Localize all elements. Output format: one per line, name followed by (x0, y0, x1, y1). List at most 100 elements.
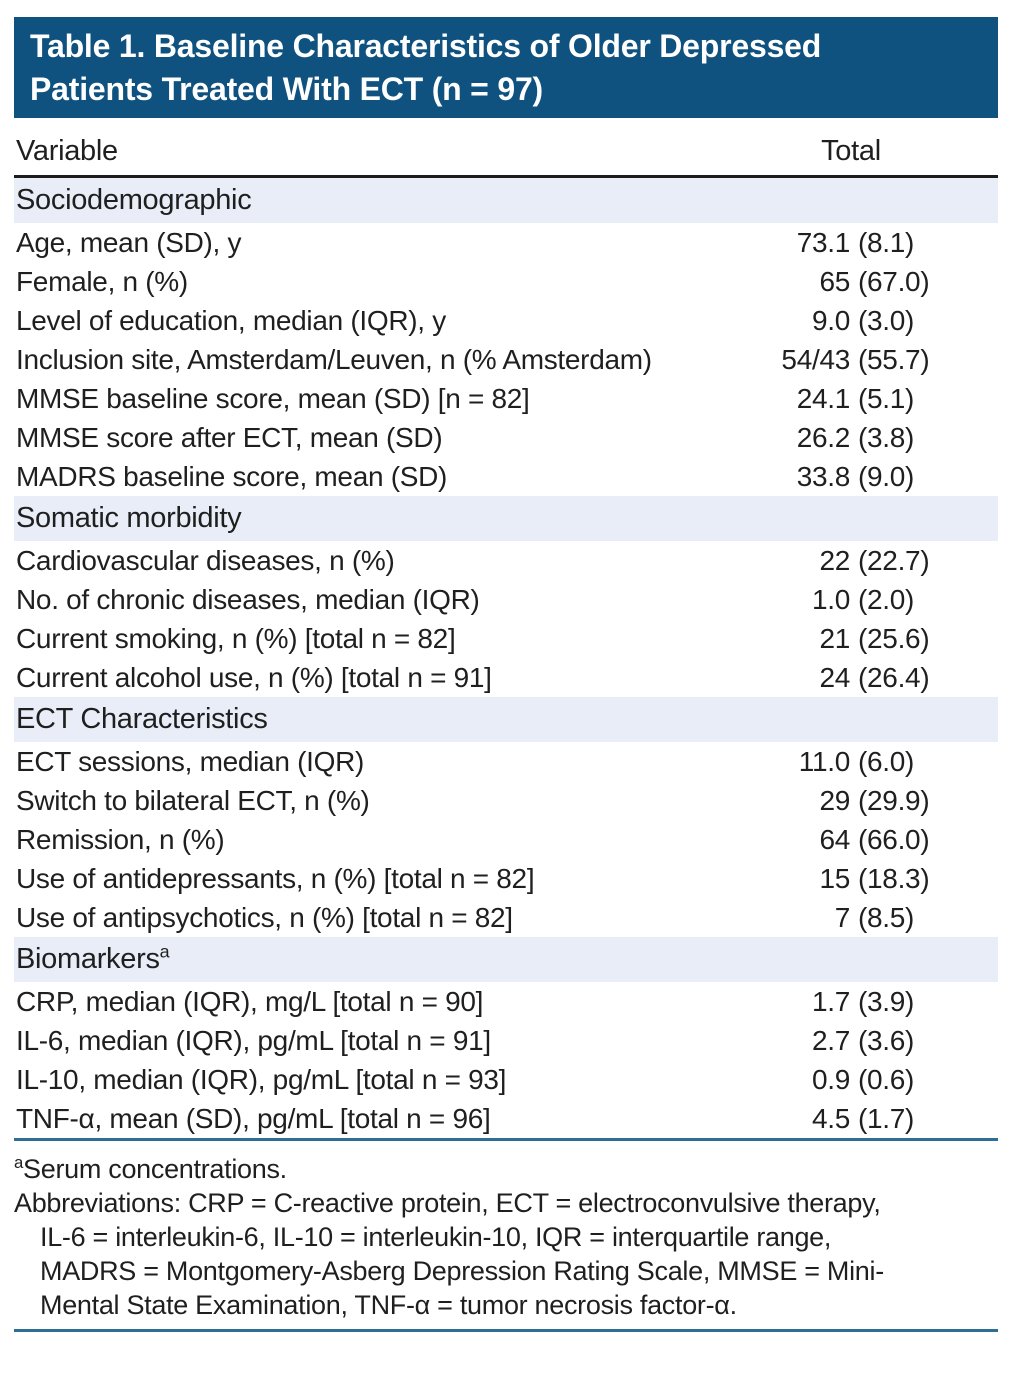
row-value-paren: (1.7) (858, 1102, 915, 1134)
row-value-paren: (66.0) (858, 823, 930, 855)
row-value-paren: (6.0) (858, 745, 915, 777)
column-header-row: Variable Total (14, 118, 998, 178)
table-title-line-1: Table 1. Baseline Characteristics of Old… (30, 28, 822, 64)
row-value-paren: (67.0) (858, 265, 930, 297)
row-value-number: 73.1 (796, 226, 851, 258)
row-value-paren: (3.9) (858, 985, 915, 1017)
table-row: Remission, n (%) 64 (66.0) (14, 820, 998, 859)
row-label: CRP, median (IQR), mg/L [total n = 90] (16, 985, 484, 1017)
row-label: Remission, n (%) (16, 823, 225, 855)
section-header-sociodemographic: Sociodemographic (14, 178, 998, 223)
section-header-ect-characteristics: ECT Characteristics (14, 697, 998, 742)
row-label: Inclusion site, Amsterdam/Leuven, n (% A… (16, 343, 652, 375)
footnote-serum: aSerum concentrations. (14, 1152, 998, 1186)
row-label: Current alcohol use, n (%) [total n = 91… (16, 661, 492, 693)
row-label: No. of chronic diseases, median (IQR) (16, 583, 480, 615)
column-header-variable: Variable (16, 135, 118, 167)
page-bottom-rule (14, 1329, 998, 1332)
section-footnote-marker: a (159, 941, 170, 962)
table-title-line-2: Patients Treated With ECT (n = 97) (30, 71, 544, 107)
row-value-paren: (25.6) (858, 622, 930, 654)
section-header-biomarkers: Biomarkersa (14, 937, 998, 982)
row-label: Current smoking, n (%) [total n = 82] (16, 622, 456, 654)
table-row: Switch to bilateral ECT, n (%) 29 (29.9) (14, 781, 998, 820)
table-row: CRP, median (IQR), mg/L [total n = 90] 1.… (14, 982, 998, 1021)
table-row: Current smoking, n (%) [total n = 82] 21(… (14, 619, 998, 658)
row-value-number: 15 (819, 862, 850, 894)
footnote-serum-marker: a (14, 1153, 24, 1172)
row-label: IL-6, median (IQR), pg/mL [total n = 91] (16, 1024, 491, 1056)
row-value-paren: (22.7) (858, 544, 930, 576)
row-label: Age, mean (SD), y (16, 226, 242, 258)
row-value-number: 64 (819, 823, 850, 855)
row-label: Use of antidepressants, n (%) [total n =… (16, 862, 535, 894)
row-label: MMSE score after ECT, mean (SD) (16, 421, 443, 453)
row-value-paren: (8.5) (858, 901, 915, 933)
row-value-number: 24 (819, 661, 850, 693)
row-label: Level of education, median (IQR), y (16, 304, 446, 336)
row-label: ECT sessions, median (IQR) (16, 745, 365, 777)
table-title-bar: Table 1. Baseline Characteristics of Old… (14, 17, 998, 118)
footnote-abbreviations: Abbreviations: CRP = C-reactive protein,… (14, 1186, 998, 1322)
abbreviation-line: MADRS = Montgomery-Asberg Depression Rat… (40, 1256, 884, 1286)
row-label: Switch to bilateral ECT, n (%) (16, 784, 370, 816)
row-value-number: 1.0 (811, 583, 850, 615)
table-row: Use of antidepressants, n (%) [total n =… (14, 859, 998, 898)
row-value-paren: (26.4) (858, 661, 930, 693)
row-value-paren: (55.7) (858, 343, 930, 375)
row-value-paren: (0.6) (858, 1063, 915, 1095)
table-row: ECT sessions, median (IQR) 11.0 (6.0) (14, 742, 998, 781)
section-label: ECT Characteristics (16, 703, 268, 735)
row-value-number: 4.5 (811, 1102, 850, 1134)
row-value-paren: (9.0) (858, 460, 915, 492)
footnote-serum-text: Serum concentrations. (23, 1154, 287, 1184)
row-label: IL-10, median (IQR), pg/mL [total n = 93… (16, 1063, 507, 1095)
row-value-paren: (5.1) (858, 382, 915, 414)
row-value-number: 29 (819, 784, 850, 816)
table-row: Female, n (%) 65 (67.0) (14, 262, 998, 301)
table-row: Age, mean (SD), y 73.1 (8.1) (14, 223, 998, 262)
section-header-somatic-morbidity: Somatic morbidity (14, 496, 998, 541)
row-value-paren: (3.8) (858, 421, 915, 453)
row-value-number: 65 (819, 265, 850, 297)
column-header-total: Total (821, 135, 881, 167)
row-value-paren: (3.0) (858, 304, 915, 336)
table-figure: Table 1. Baseline Characteristics of Old… (14, 17, 998, 1332)
abbreviation-line: IL-6 = interleukin-6, IL-10 = interleuki… (40, 1222, 832, 1252)
row-value-number: 1.7 (811, 985, 850, 1017)
abbreviation-line: Mental State Examination, TNF-α = tumor … (40, 1290, 737, 1320)
table-row: MADRS baseline score, mean (SD) 33.8 (9.0) (14, 457, 998, 496)
table-row: MMSE baseline score, mean (SD) [n = 82] 2… (14, 379, 998, 418)
section-label: Sociodemographic (16, 184, 252, 216)
section-label: Somatic morbidity (16, 502, 242, 534)
table-row: No. of chronic diseases, median (IQR) 1.0… (14, 580, 998, 619)
row-value-number: 11.0 (798, 745, 851, 777)
row-value-number: 21 (819, 622, 850, 654)
table-row: Inclusion site, Amsterdam/Leuven, n (% A… (14, 340, 998, 379)
row-value-paren: (29.9) (858, 784, 930, 816)
row-value-number: 22 (819, 544, 850, 576)
row-label: MADRS baseline score, mean (SD) (16, 460, 448, 492)
row-value-number: 26.2 (796, 421, 851, 453)
table-row: Level of education, median (IQR), y 9.0 (3… (14, 301, 998, 340)
row-value-number: 2.7 (811, 1024, 850, 1056)
row-label: TNF-α, mean (SD), pg/mL [total n = 96] (16, 1102, 491, 1134)
row-value-number: 7 (834, 901, 851, 933)
row-value-number: 33.8 (796, 460, 851, 492)
row-value-paren: (18.3) (858, 862, 930, 894)
section-label: Biomarkersa (16, 941, 170, 975)
row-value-number: 24.1 (796, 382, 851, 414)
table-row: IL-10, median (IQR), pg/mL [total n = 93… (14, 1060, 998, 1099)
table-row: Use of antipsychotics, n (%) [total n = … (14, 898, 998, 937)
table-body: Sociodemographic Age, mean (SD), y 73.1 (8.… (14, 178, 998, 1138)
row-value-paren: (3.6) (858, 1024, 915, 1056)
row-label: Cardiovascular diseases, n (%) (16, 544, 395, 576)
table-row: TNF-α, mean (SD), pg/mL [total n = 96] 4.… (14, 1099, 998, 1138)
row-value-paren: (8.1) (858, 226, 915, 258)
table-row: IL-6, median (IQR), pg/mL [total n = 91]… (14, 1021, 998, 1060)
table-row: MMSE score after ECT, mean (SD) 26.2 (3.8) (14, 418, 998, 457)
row-label: Female, n (%) (16, 265, 188, 297)
table-row: Current alcohol use, n (%) [total n = 91… (14, 658, 998, 697)
row-label: Use of antipsychotics, n (%) [total n = … (16, 901, 513, 933)
row-value-number: 54/43 (781, 343, 850, 375)
